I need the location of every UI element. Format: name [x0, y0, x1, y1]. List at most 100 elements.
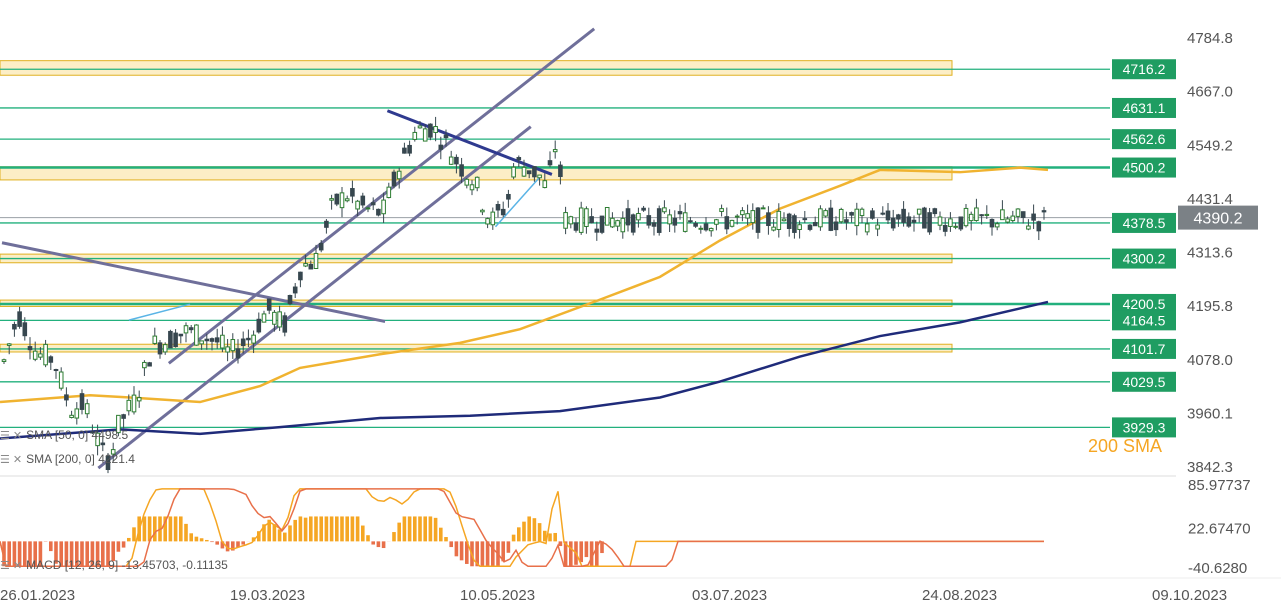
macd-histogram-bar — [366, 535, 370, 541]
candle-body — [715, 220, 719, 225]
macd-histogram-bar — [512, 535, 516, 542]
macd-histogram-bar — [132, 527, 136, 541]
candle-body — [683, 213, 687, 232]
channel-upper-line — [169, 29, 594, 364]
macd-histogram-bar — [371, 541, 375, 544]
candle-body — [689, 221, 693, 222]
candle-body — [293, 287, 297, 293]
level-badge-text: 3929.3 — [1123, 419, 1166, 435]
candle-body — [694, 223, 698, 226]
level-badge-text: 4500.2 — [1123, 160, 1166, 176]
candle-body — [777, 211, 781, 229]
macd-histogram-bar — [283, 533, 287, 542]
candle-body — [969, 214, 973, 220]
candle-body — [33, 351, 37, 359]
candle-body — [278, 312, 282, 327]
candle-body — [663, 208, 667, 212]
candle-body — [455, 157, 459, 164]
macd-histogram-bar — [460, 541, 464, 560]
candle-body — [725, 217, 729, 229]
candle-body — [501, 209, 505, 214]
candle-body — [325, 221, 329, 227]
macd-histogram-bar — [122, 541, 126, 547]
macd-histogram-bar — [585, 541, 589, 557]
candle-body — [439, 145, 443, 149]
candle-body — [642, 208, 646, 210]
candle-body — [980, 215, 984, 216]
macd-histogram-bar — [288, 525, 292, 541]
legend-macd-label: MACD [12, 26, 9] — [26, 558, 118, 572]
candle-body — [54, 370, 58, 371]
macd-histogram-bar — [241, 541, 245, 544]
candle-body — [169, 331, 173, 347]
candle-body — [2, 360, 6, 362]
candle-body — [923, 208, 927, 228]
candle-body — [756, 208, 760, 232]
legend-menu-icon[interactable]: ☰ ✕ — [0, 560, 22, 572]
candle-body — [1042, 211, 1046, 212]
legend-sma200[interactable]: ☰ ✕SMA [200, 0] 4221.4 — [0, 452, 135, 466]
candle-body — [761, 208, 765, 209]
legend-sma200-label: SMA [200, 0] — [26, 452, 95, 466]
candle-body — [834, 222, 838, 230]
candle-body — [1021, 212, 1025, 218]
level-badge-text: 4378.5 — [1123, 215, 1166, 231]
candle-body — [18, 312, 22, 327]
legend-sma50-value: 4498.5 — [92, 428, 129, 442]
candle-body — [933, 209, 937, 214]
macd-histogram-bar — [184, 524, 188, 541]
candle-body — [637, 214, 641, 220]
candle-body — [247, 338, 251, 339]
macd-histogram-bar — [527, 516, 531, 541]
legend-sma50[interactable]: ☰ ✕SMA [50, 0] 4498.5 — [0, 428, 128, 442]
candle-body — [938, 217, 942, 225]
candle-body — [730, 220, 734, 226]
macd-histogram-bar — [319, 516, 323, 541]
candle-body — [1037, 222, 1041, 231]
candle-body — [990, 219, 994, 226]
candle-body — [1032, 214, 1036, 220]
candle-body — [772, 227, 776, 230]
candle-body — [39, 354, 43, 357]
level-lines — [0, 69, 1176, 427]
macd-histogram-bar — [49, 541, 53, 551]
candle-body — [548, 161, 552, 165]
candle-body — [85, 404, 89, 414]
candle-body — [975, 208, 979, 221]
annotation-text: 200 SMA — [1088, 436, 1162, 456]
macd-histogram-bar — [189, 533, 193, 541]
candle-body — [429, 124, 433, 137]
macd-y-tick-label: 85.97737 — [1188, 477, 1251, 494]
macd-histogram-bar — [153, 516, 157, 541]
candle-body — [767, 213, 771, 226]
macd-histogram-bar — [117, 541, 121, 551]
candle-body — [184, 326, 188, 333]
candle-body — [954, 226, 958, 227]
candle-body — [907, 217, 911, 226]
candle-body — [917, 209, 921, 214]
legend-macd[interactable]: ☰ ✕MACD [12, 26, 9] -13.45703, -0.11135 — [0, 558, 228, 572]
candle-body — [569, 217, 573, 224]
candle-body — [839, 209, 843, 221]
candle-body — [824, 211, 828, 216]
macd-histogram-bar — [413, 516, 417, 541]
candle-body — [335, 194, 339, 204]
candle-body — [782, 219, 786, 221]
macd-histogram-bar — [299, 516, 303, 541]
y-tick-label: 4195.8 — [1187, 298, 1233, 315]
candle-body — [252, 335, 256, 343]
candle-body — [70, 415, 74, 417]
candle-body — [496, 205, 500, 210]
y-tick-label: 4784.8 — [1187, 30, 1233, 47]
macd-histogram-bar — [200, 538, 204, 541]
level-badge-text: 4716.2 — [1123, 61, 1166, 77]
candle-body — [616, 221, 620, 227]
y-tick-label: 4313.6 — [1187, 245, 1233, 262]
candle-body — [205, 339, 209, 341]
legend-menu-icon[interactable]: ☰ ✕ — [0, 430, 22, 442]
candle-body — [340, 193, 344, 208]
candle-body — [195, 325, 199, 345]
legend-menu-icon[interactable]: ☰ ✕ — [0, 454, 22, 466]
candle-body — [221, 335, 225, 348]
candle-body — [371, 203, 375, 205]
